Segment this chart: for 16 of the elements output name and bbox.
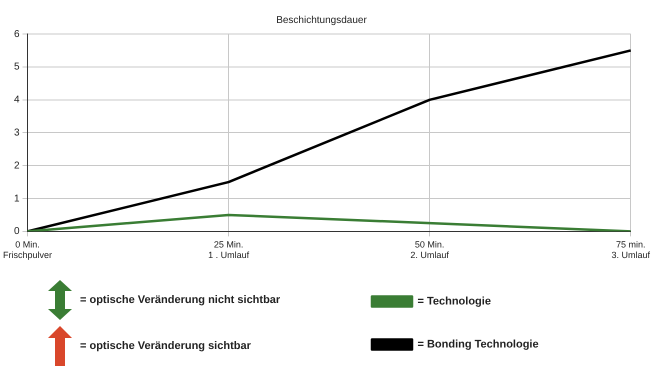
y-tick-label: 3: [14, 127, 20, 138]
x-tick-label: 75 min. 3. Umlauf: [611, 239, 650, 260]
x-tick-label: 0 Min. Frischpulver: [3, 239, 52, 260]
y-tick-label: 5: [14, 62, 20, 73]
y-tick-label: 0: [14, 226, 20, 238]
x-tick-label: 50 Min. 2. Umlauf: [410, 239, 450, 260]
legend-label: = Bonding Technologie: [418, 338, 539, 351]
y-tick-label: 2: [14, 160, 20, 172]
legend-label: = Technologie: [418, 296, 491, 308]
text: = optische Veränderung sichtbar: [80, 340, 251, 352]
text: = optische Veränderung nicht sichtbar: [80, 294, 280, 306]
y-tick-label: 1: [14, 193, 20, 204]
y-tick-label: 6: [14, 28, 20, 40]
x-tick-label: 25 Min. 1 . Umlauf: [208, 239, 250, 260]
y-tick-label: 4: [14, 94, 20, 106]
chart-title: Beschichtungsdauer: [276, 14, 368, 26]
